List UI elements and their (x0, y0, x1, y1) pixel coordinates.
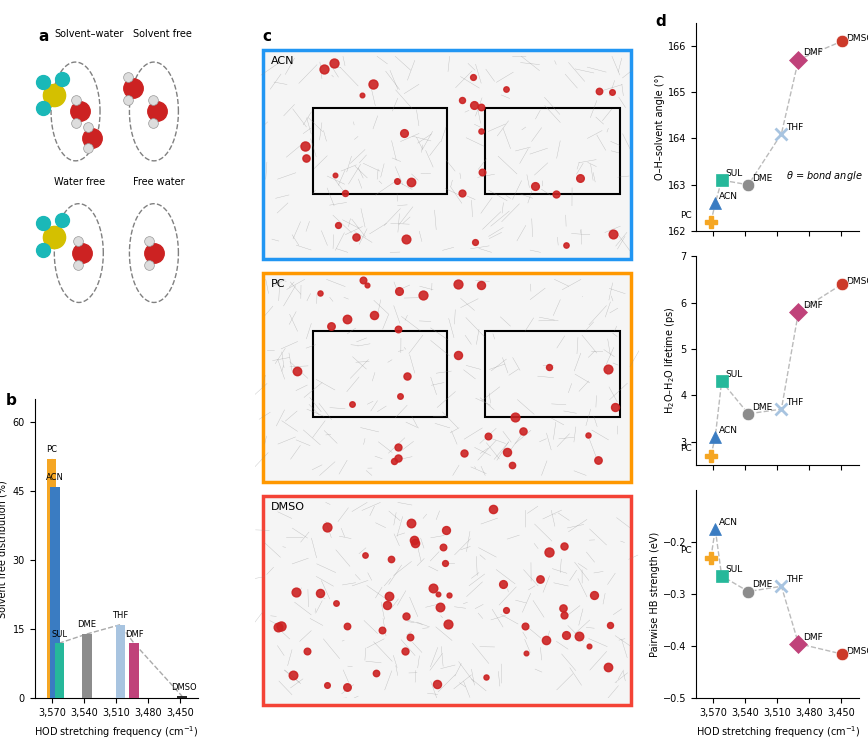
Text: DMF: DMF (803, 49, 822, 57)
Text: THF: THF (112, 611, 128, 620)
Y-axis label: O–H–solvent angle (°): O–H–solvent angle (°) (655, 74, 665, 180)
Text: DME: DME (77, 620, 96, 629)
Text: ACN: ACN (271, 56, 294, 66)
Text: ACN: ACN (46, 473, 64, 482)
Text: ACN: ACN (720, 426, 739, 435)
Text: ACN: ACN (720, 517, 739, 526)
Text: Water free: Water free (55, 177, 105, 187)
Text: DME: DME (753, 403, 773, 412)
Text: a: a (38, 29, 49, 44)
Text: c: c (263, 29, 272, 44)
Text: DMSO: DMSO (846, 34, 868, 43)
Bar (47, 459, 56, 698)
Bar (177, 696, 187, 698)
Text: PC: PC (271, 279, 285, 289)
Text: PC: PC (681, 547, 692, 556)
Text: SUL: SUL (726, 169, 743, 178)
Text: DMF: DMF (803, 632, 822, 641)
Text: DME: DME (753, 173, 773, 182)
Y-axis label: Solvent free distribution (%): Solvent free distribution (%) (0, 480, 7, 617)
Bar (485, 107, 620, 195)
Text: DMSO: DMSO (271, 502, 305, 512)
X-axis label: HOD stretching frequency (cm$^{-1}$): HOD stretching frequency (cm$^{-1}$) (34, 724, 199, 740)
Bar (55, 643, 64, 698)
Bar (312, 107, 447, 195)
Text: Free water: Free water (133, 177, 184, 187)
Text: DMSO: DMSO (846, 277, 868, 286)
Text: b: b (5, 393, 16, 408)
X-axis label: HOD stretching frequency (cm$^{-1}$): HOD stretching frequency (cm$^{-1}$) (695, 724, 860, 740)
Text: SUL: SUL (726, 370, 743, 379)
Bar (82, 634, 91, 698)
Text: DMF: DMF (125, 629, 143, 638)
Text: Solvent free: Solvent free (133, 29, 192, 39)
Text: Solvent–water: Solvent–water (55, 29, 123, 39)
Text: PC: PC (46, 445, 57, 454)
Text: PC: PC (681, 211, 692, 220)
Bar (50, 487, 60, 698)
Bar (115, 625, 125, 698)
Text: PC: PC (681, 445, 692, 454)
Bar (312, 330, 447, 418)
Text: THF: THF (786, 398, 803, 407)
FancyBboxPatch shape (263, 496, 631, 705)
Y-axis label: Pairwise HB strength (eV): Pairwise HB strength (eV) (650, 532, 660, 656)
FancyBboxPatch shape (263, 50, 631, 259)
Text: $\theta$ = bond angle: $\theta$ = bond angle (786, 169, 863, 183)
Text: SUL: SUL (51, 629, 67, 638)
Text: THF: THF (786, 575, 803, 584)
Bar (485, 330, 620, 418)
Y-axis label: H$_2$O–H$_2$O lifetime (ps): H$_2$O–H$_2$O lifetime (ps) (663, 306, 677, 415)
Text: SUL: SUL (726, 565, 743, 574)
FancyBboxPatch shape (263, 273, 631, 482)
Text: DME: DME (753, 581, 773, 590)
Bar (129, 643, 139, 698)
Text: DMSO: DMSO (846, 647, 868, 656)
Text: d: d (655, 14, 666, 29)
Text: DMF: DMF (803, 300, 822, 309)
Text: ACN: ACN (720, 192, 739, 201)
Text: THF: THF (786, 122, 803, 131)
Text: DMSO: DMSO (171, 683, 197, 692)
